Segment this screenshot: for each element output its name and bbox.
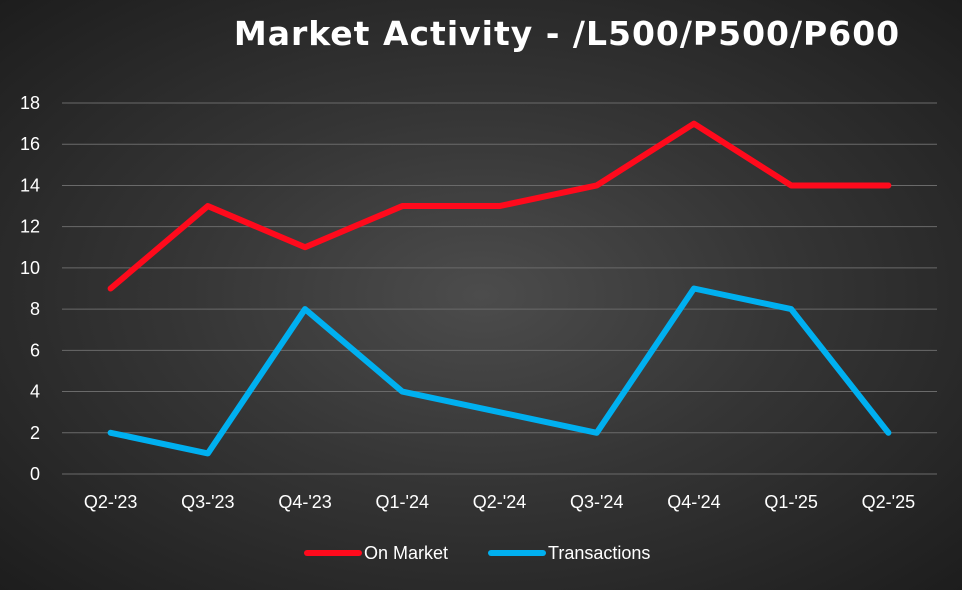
x-tick-label: Q3-'23 [181, 492, 234, 512]
y-tick-label: 18 [20, 93, 40, 113]
series-lines [107, 120, 892, 457]
x-tick-label: Q4-'24 [667, 492, 720, 512]
x-axis-tick-labels: Q2-'23 Q3-'23 Q4-'23 Q1-'24 Q2-'24 Q3-'24 Q4-'… [84, 492, 915, 512]
y-tick-label: 4 [30, 382, 40, 402]
y-tick-label: 2 [30, 423, 40, 443]
y-tick-label: 8 [30, 299, 40, 319]
legend: On Market Transactions [304, 543, 650, 563]
x-tick-label: Q2-'24 [473, 492, 526, 512]
y-axis-tick-labels: 0 2 4 6 8 10 12 14 16 18 [20, 93, 40, 484]
y-tick-label: 16 [20, 134, 40, 154]
y-tick-label: 14 [20, 175, 40, 195]
x-tick-label: Q2-'23 [84, 492, 137, 512]
x-tick-label: Q3-'24 [570, 492, 623, 512]
y-tick-label: 10 [20, 258, 40, 278]
legend-label: On Market [364, 543, 448, 563]
series-line-transactions [107, 285, 892, 457]
x-tick-label: Q2-'25 [862, 492, 915, 512]
x-tick-label: Q1-'25 [764, 492, 817, 512]
gridlines [62, 102, 937, 475]
legend-label: Transactions [548, 543, 650, 563]
x-tick-label: Q4-'23 [278, 492, 331, 512]
chart-title: Market Activity - /L500/P500/P600 [234, 14, 900, 53]
y-tick-label: 0 [30, 464, 40, 484]
x-tick-label: Q1-'24 [376, 492, 429, 512]
y-tick-label: 12 [20, 217, 40, 237]
y-tick-label: 6 [30, 340, 40, 360]
